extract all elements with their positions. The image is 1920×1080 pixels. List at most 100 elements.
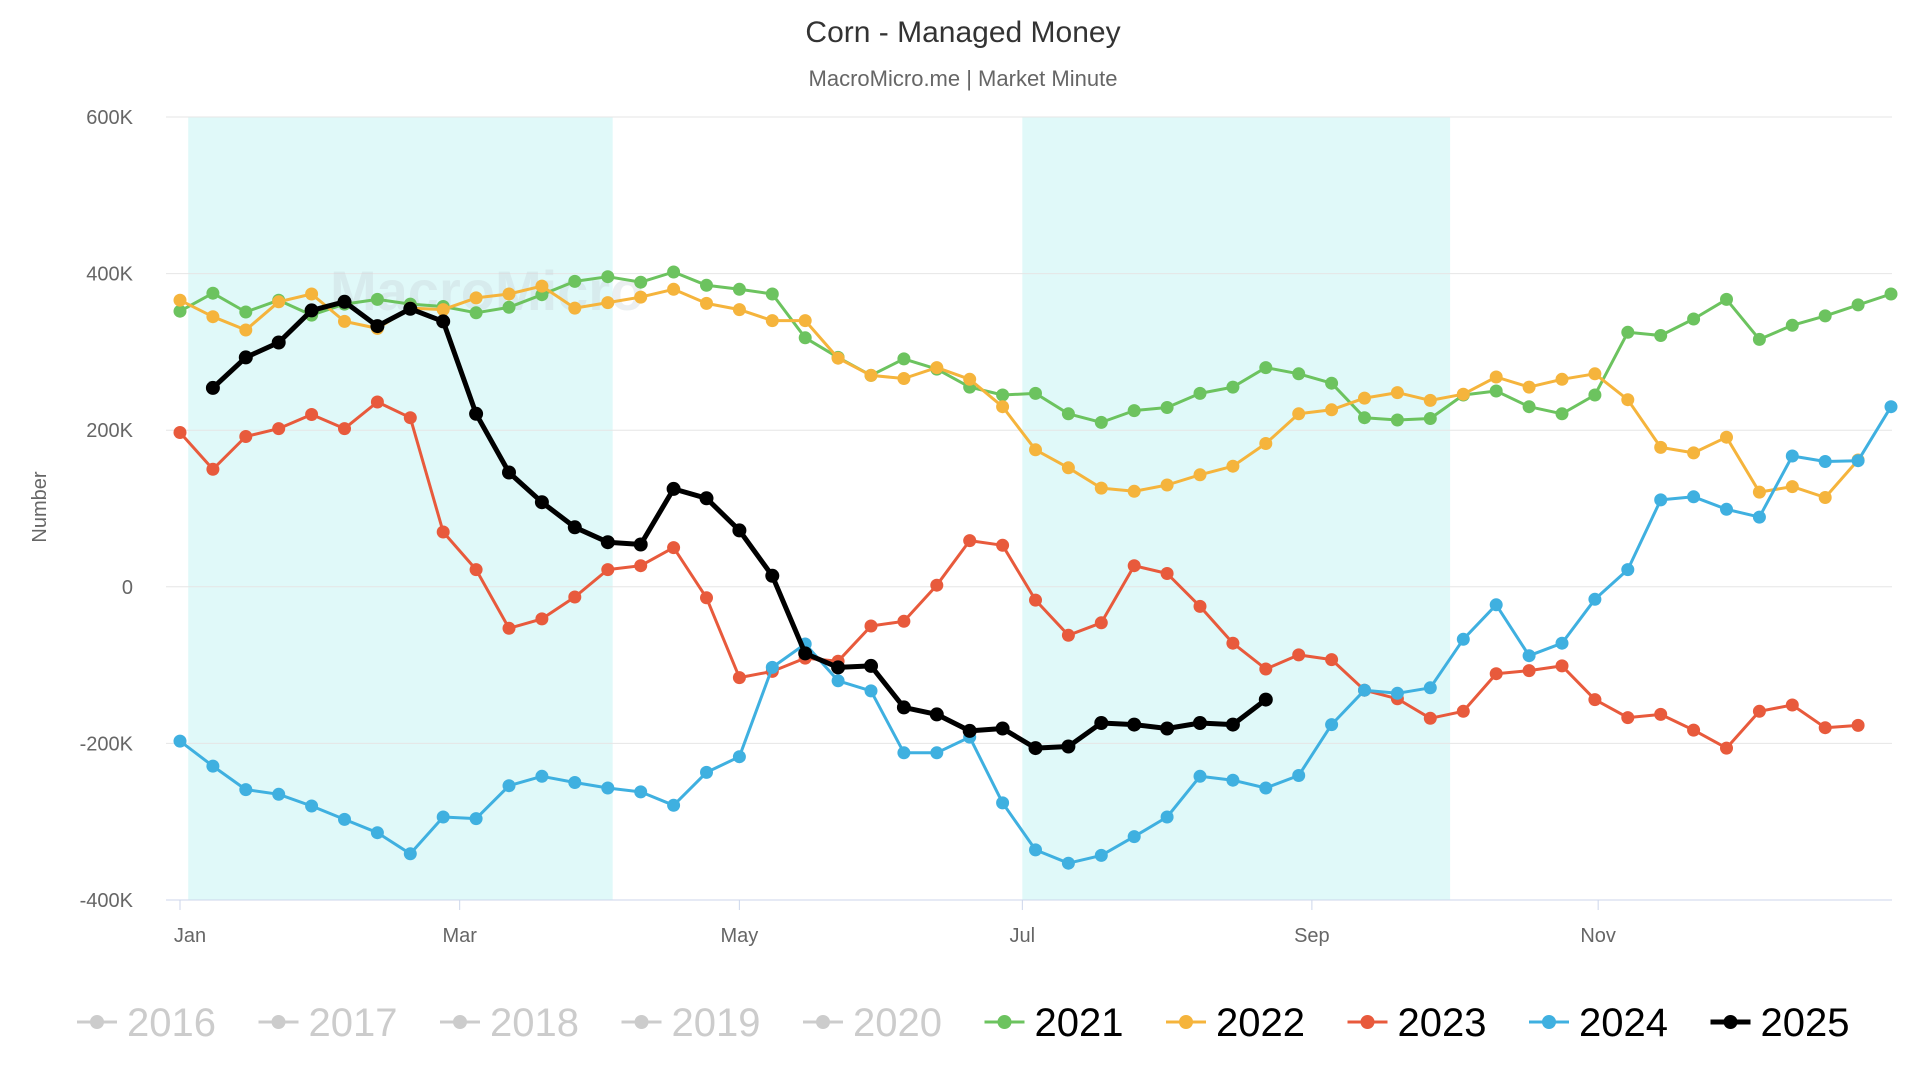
data-point-2022[interactable] [765, 314, 779, 328]
data-point-2021[interactable] [1358, 411, 1371, 425]
data-point-2024[interactable] [1522, 649, 1536, 663]
data-point-2023[interactable] [1325, 653, 1339, 667]
data-point-2025[interactable] [798, 646, 813, 661]
data-point-2023[interactable] [305, 408, 319, 421]
data-point-2021[interactable] [1851, 298, 1865, 312]
data-point-2025[interactable] [469, 406, 484, 421]
data-point-2023[interactable] [370, 395, 384, 409]
data-point-2021[interactable] [1687, 312, 1701, 326]
data-point-2022[interactable] [1818, 491, 1832, 504]
data-point-2024[interactable] [1621, 563, 1635, 577]
data-point-2024[interactable] [403, 847, 417, 861]
data-point-2021[interactable] [1127, 404, 1141, 418]
data-point-2025[interactable] [831, 660, 846, 675]
data-point-2023[interactable] [1818, 721, 1832, 735]
data-point-2022[interactable] [272, 295, 286, 309]
data-point-2025[interactable] [896, 700, 911, 715]
data-point-2022[interactable] [1456, 387, 1470, 401]
data-point-2025[interactable] [1028, 741, 1043, 756]
data-point-2022[interactable] [798, 314, 812, 328]
data-point-2023[interactable] [338, 422, 351, 436]
data-point-2024[interactable] [1555, 636, 1569, 650]
data-point-2021[interactable] [568, 274, 582, 288]
data-point-2021[interactable] [765, 287, 779, 301]
data-point-2024[interactable] [436, 810, 450, 824]
data-point-2021[interactable] [798, 331, 812, 345]
data-point-2024[interactable] [1752, 510, 1766, 524]
data-point-2023[interactable] [1226, 636, 1240, 650]
data-point-2023[interactable] [667, 541, 681, 555]
data-point-2021[interactable] [601, 270, 615, 284]
data-point-2021[interactable] [1029, 386, 1042, 400]
data-point-2022[interactable] [502, 287, 516, 301]
data-point-2022[interactable] [1226, 459, 1240, 473]
data-point-2024[interactable] [272, 787, 286, 801]
data-point-2024[interactable] [305, 799, 319, 813]
data-point-2023[interactable] [930, 578, 944, 592]
data-point-2022[interactable] [1160, 478, 1174, 492]
data-point-2022[interactable] [831, 351, 845, 365]
data-point-2023[interactable] [1621, 711, 1635, 725]
data-point-2025[interactable] [1094, 716, 1109, 730]
data-point-2024[interactable] [1456, 632, 1470, 646]
data-point-2022[interactable] [897, 372, 911, 385]
data-point-2024[interactable] [667, 798, 681, 812]
data-point-2024[interactable] [1193, 769, 1207, 783]
data-point-2021[interactable] [1259, 361, 1273, 375]
data-point-2021[interactable] [1621, 325, 1635, 339]
data-point-2022[interactable] [1325, 403, 1339, 417]
data-point-2021[interactable] [1522, 400, 1536, 414]
data-point-2021[interactable] [1061, 407, 1075, 421]
data-point-2022[interactable] [173, 293, 187, 307]
data-point-2022[interactable] [1094, 481, 1108, 495]
data-point-2021[interactable] [370, 292, 384, 306]
data-point-2021[interactable] [1160, 401, 1174, 414]
data-point-2024[interactable] [1127, 830, 1141, 844]
data-point-2021[interactable] [1325, 376, 1339, 390]
data-point-2024[interactable] [173, 734, 187, 748]
data-point-2024[interactable] [1785, 449, 1799, 463]
data-point-2024[interactable] [1358, 683, 1371, 697]
data-point-2021[interactable] [1193, 386, 1207, 400]
data-point-2024[interactable] [700, 765, 713, 779]
data-point-2022[interactable] [1029, 443, 1042, 457]
data-point-2025[interactable] [271, 335, 286, 350]
data-point-2024[interactable] [469, 812, 483, 826]
data-point-2023[interactable] [1489, 667, 1503, 681]
data-point-2023[interactable] [1061, 628, 1075, 642]
data-point-2023[interactable] [568, 590, 582, 604]
data-point-2022[interactable] [338, 314, 351, 328]
data-point-2022[interactable] [1720, 430, 1733, 444]
data-point-2021[interactable] [1489, 384, 1503, 398]
data-point-2025[interactable] [304, 303, 319, 318]
data-point-2022[interactable] [1654, 440, 1668, 454]
data-point-2024[interactable] [930, 746, 944, 760]
data-point-2021[interactable] [1390, 413, 1404, 427]
legend-item-2020[interactable]: 2020 [803, 1001, 942, 1045]
data-point-2023[interactable] [469, 563, 483, 577]
data-point-2025[interactable] [567, 520, 582, 535]
data-point-2025[interactable] [403, 301, 418, 316]
data-point-2023[interactable] [436, 525, 450, 539]
data-point-2023[interactable] [239, 430, 253, 443]
data-point-2024[interactable] [502, 779, 516, 793]
data-point-2024[interactable] [1226, 773, 1240, 787]
data-point-2021[interactable] [1654, 329, 1668, 342]
data-point-2023[interactable] [700, 591, 713, 605]
data-point-2023[interactable] [1029, 593, 1042, 607]
data-point-2024[interactable] [1720, 502, 1733, 516]
data-point-2025[interactable] [929, 707, 944, 722]
data-point-2022[interactable] [239, 323, 253, 337]
data-point-2023[interactable] [1522, 664, 1536, 678]
data-point-2025[interactable] [337, 294, 352, 309]
data-point-2022[interactable] [1061, 461, 1075, 475]
data-point-2024[interactable] [338, 812, 351, 826]
data-point-2024[interactable] [1423, 681, 1437, 695]
data-point-2023[interactable] [1752, 704, 1766, 718]
data-point-2023[interactable] [1555, 659, 1569, 673]
data-point-2025[interactable] [633, 537, 648, 552]
data-point-2022[interactable] [1687, 446, 1701, 460]
data-point-2025[interactable] [436, 314, 451, 329]
data-point-2021[interactable] [1720, 292, 1733, 306]
data-point-2023[interactable] [1423, 711, 1437, 725]
